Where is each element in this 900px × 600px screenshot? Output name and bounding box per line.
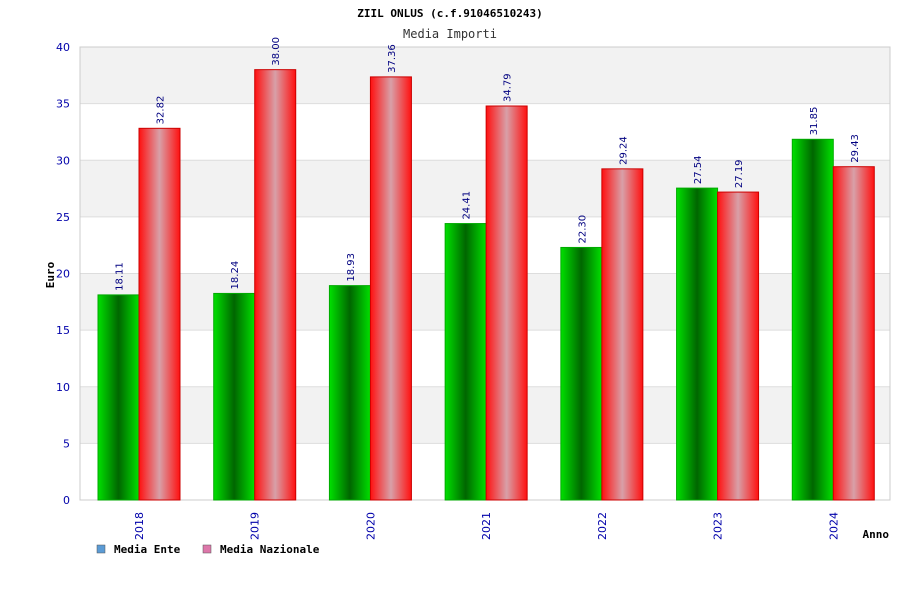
bar-value-label: 29.24	[618, 136, 629, 165]
y-tick-label: 0	[63, 494, 70, 507]
bar-value-label: 22.30	[577, 215, 588, 244]
y-tick-label: 20	[56, 268, 70, 281]
x-tick-label: 2018	[133, 512, 146, 540]
y-tick-label: 5	[63, 437, 70, 450]
bar-value-label: 29.43	[850, 134, 861, 163]
bar-value-label: 38.00	[271, 37, 282, 66]
bar-value-label: 24.41	[462, 191, 473, 220]
x-tick-label: 2019	[249, 512, 262, 540]
bar-value-label: 31.85	[809, 107, 820, 136]
bar-value-label: 18.93	[346, 253, 357, 282]
bar-media-ente	[328, 285, 371, 501]
bar-media-nazionale	[138, 127, 181, 501]
chart-subtitle: Media Importi	[403, 27, 497, 41]
x-tick-label: 2023	[712, 512, 725, 540]
bar-media-nazionale	[832, 166, 875, 501]
y-tick-label: 40	[56, 41, 70, 54]
chart-title: ZIIL ONLUS (c.f.91046510243)	[357, 7, 542, 20]
y-tick-label: 10	[56, 381, 70, 394]
bar-media-ente	[676, 187, 719, 501]
x-axis: 2018 2019 2020 2021 2022 2023 2024	[133, 512, 840, 540]
bar-media-nazionale	[601, 168, 644, 501]
bar-value-label: 34.79	[503, 73, 514, 102]
bar-value-label: 18.11	[115, 262, 126, 291]
bar-value-label: 27.19	[734, 159, 745, 188]
x-tick-label: 2022	[596, 512, 609, 540]
value-labels-group: 18.11 32.82 18.24 38.00 18.93 37.36 24.41 34.79…	[115, 37, 861, 291]
x-tick-label: 2024	[827, 512, 840, 540]
y-tick-label: 30	[56, 154, 70, 167]
legend-swatch	[202, 544, 212, 554]
legend-swatch	[96, 544, 106, 554]
bar-media-nazionale	[254, 69, 297, 501]
bars-group	[97, 69, 875, 501]
y-axis-title: Euro	[44, 261, 57, 288]
bar-media-nazionale	[485, 105, 528, 501]
bar-value-label: 32.82	[156, 96, 167, 125]
bar-media-ente	[791, 138, 834, 501]
legend-label: Media Ente	[114, 543, 181, 556]
y-tick-label: 15	[56, 324, 70, 337]
bar-media-ente	[560, 246, 603, 501]
plot-band	[80, 160, 890, 217]
plot-band	[80, 103, 890, 161]
x-tick-label: 2021	[480, 512, 493, 540]
x-axis-title: Anno	[863, 528, 890, 541]
bar-value-label: 18.24	[230, 261, 241, 290]
y-axis: 0 5 10 15 20 25 30 35 40	[56, 41, 70, 507]
y-tick-label: 35	[56, 98, 70, 111]
legend: Media Ente Media Nazionale	[96, 543, 320, 556]
bar-media-nazionale	[369, 76, 412, 501]
bar-media-ente	[97, 294, 140, 501]
legend-label: Media Nazionale	[220, 543, 320, 556]
x-tick-label: 2020	[364, 512, 377, 540]
bar-value-label: 27.54	[693, 155, 704, 184]
plot-band	[80, 47, 890, 104]
bar-media-nazionale	[717, 191, 760, 501]
bar-media-ente	[213, 292, 256, 501]
bar-media-ente	[444, 223, 487, 501]
y-tick-label: 25	[56, 211, 70, 224]
bar-value-label: 37.36	[387, 44, 398, 73]
